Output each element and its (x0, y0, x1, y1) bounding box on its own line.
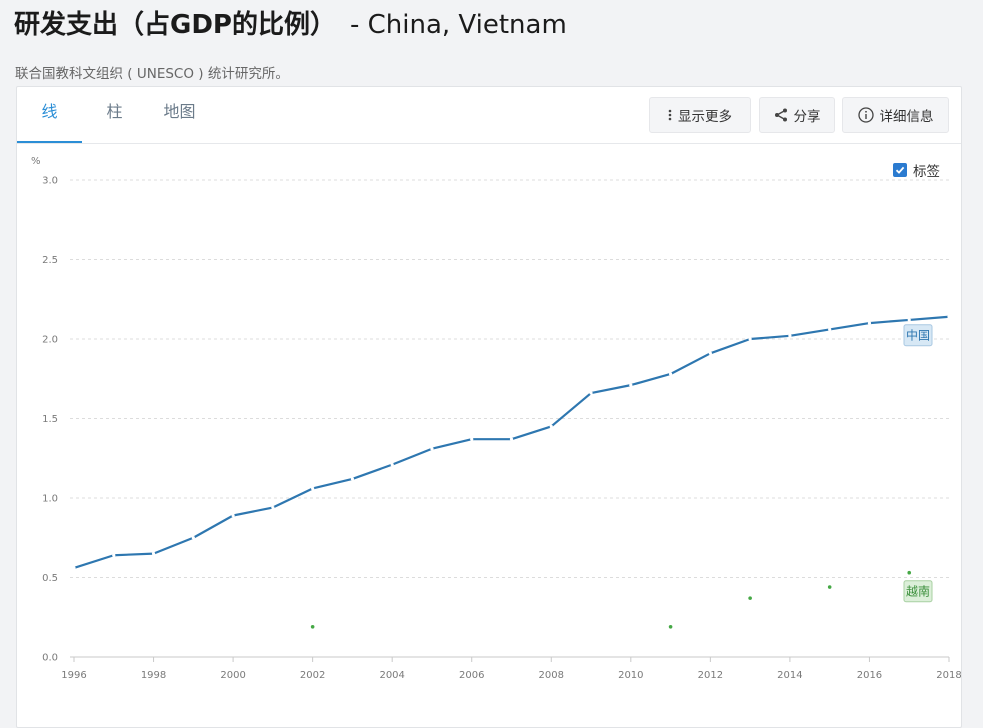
page-title: 研发支出（占GDP的比例） - China, Vietnam (14, 4, 567, 41)
tab-bar[interactable]: 柱 (106, 102, 123, 121)
x-tick-label: 2018 (936, 670, 961, 681)
y-tick-label: 2.0 (42, 335, 58, 346)
data-point (827, 585, 832, 589)
series-label: 中国 (906, 328, 930, 343)
x-tick-label: 1998 (141, 670, 166, 681)
data-point (430, 447, 434, 451)
data-point (867, 321, 872, 325)
y-axis-label: % (31, 156, 41, 167)
details-button[interactable]: 详细信息 (842, 97, 949, 133)
data-point (151, 552, 156, 556)
series-label-box (903, 580, 933, 603)
x-tick-label: 2010 (618, 670, 643, 681)
show-more-button[interactable]: 显示更多 (649, 97, 751, 133)
tab-line[interactable]: 线 (17, 87, 82, 143)
share-label: 分享 (793, 109, 821, 125)
data-point (350, 477, 355, 481)
source-note: 联合国教科文组织 ( UNESCO ) 统计研究所。 (15, 66, 289, 82)
series-line-0 (73, 315, 950, 570)
data-point (310, 624, 315, 629)
series-label-box (903, 324, 933, 347)
view-tabs: 线 柱 地图 (17, 87, 212, 143)
y-tick-label: 1.0 (42, 494, 58, 505)
data-point (72, 566, 76, 570)
data-point (668, 372, 673, 376)
data-point (907, 318, 911, 322)
tab-divider (17, 143, 961, 144)
title-main: 研发支出（占GDP的比例） (14, 10, 336, 40)
data-point (509, 437, 514, 441)
x-tick-label: 2008 (539, 670, 564, 681)
x-tick-label: 2006 (459, 670, 484, 681)
data-point (390, 463, 394, 467)
data-point (231, 513, 235, 518)
share-icon (774, 108, 788, 122)
x-tick-label: 2016 (857, 670, 882, 681)
data-point (470, 437, 474, 441)
y-tick-label: 0.0 (42, 653, 58, 664)
title-countries: - China, Vietnam (349, 10, 567, 40)
data-point (271, 505, 275, 510)
data-point (191, 536, 195, 540)
data-point (112, 553, 116, 557)
data-point (311, 486, 315, 491)
more-vertical-icon (668, 109, 672, 121)
share-button[interactable]: 分享 (759, 97, 835, 133)
tab-map[interactable]: 地图 (163, 102, 196, 121)
x-tick-label: 2002 (300, 670, 325, 681)
data-point (907, 570, 912, 575)
data-point (748, 596, 752, 600)
data-point (828, 327, 832, 332)
info-icon (857, 107, 874, 123)
x-tick-label: 1996 (61, 670, 86, 681)
data-point (629, 383, 633, 387)
labels-checkbox[interactable] (893, 163, 907, 177)
x-tick-label: 2004 (379, 670, 404, 681)
labels-toggle[interactable]: 标签 (893, 160, 940, 180)
details-label: 详细信息 (879, 109, 934, 125)
line-chart: % 0.0 0.5 1.0 1.5 2.0 2.5 3.0 1996 1998 2000 2002 20… (31, 156, 961, 681)
data-point (549, 424, 553, 429)
y-tick-label: 3.0 (42, 176, 58, 187)
data-point (708, 351, 712, 355)
y-tick-label: 2.5 (42, 255, 58, 266)
data-point (668, 624, 673, 629)
show-more-label: 显示更多 (678, 109, 732, 125)
y-tick-label: 0.5 (42, 573, 58, 584)
checkmark-icon (895, 166, 905, 174)
x-tick-label: 2012 (698, 670, 723, 681)
y-tick-label: 1.5 (42, 414, 58, 425)
labels-toggle-label: 标签 (913, 164, 940, 180)
x-tick-label: 2000 (220, 670, 245, 681)
data-point (947, 315, 951, 319)
series-label: 越南 (906, 584, 930, 599)
data-point (788, 334, 792, 338)
chart-card: 线 柱 地图 显示更多 分享 详细信息 标签 % 0.0 0.5 1.0 1.5 2.0 2… (16, 86, 962, 728)
x-tick-label: 2014 (777, 670, 802, 681)
data-point (589, 391, 593, 395)
data-point (748, 337, 752, 341)
